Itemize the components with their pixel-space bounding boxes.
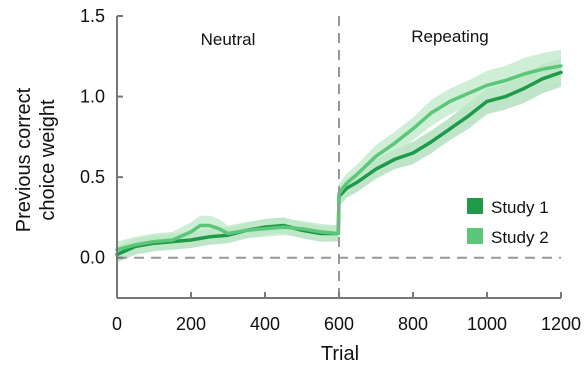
axes (116, 15, 562, 299)
x-tick-label: 600 (324, 314, 354, 334)
x-axis-label: Trial (321, 343, 359, 365)
legend: Study 1 Study 2 (467, 198, 549, 247)
legend-label-study-1: Study 1 (491, 198, 549, 217)
x-tick-label: 200 (176, 314, 206, 334)
annotation-repeating: Repeating (411, 27, 489, 46)
y-tick-label: 0.5 (80, 167, 105, 187)
y-tick-label: 1.5 (80, 6, 105, 26)
tick-labels: 0 200 400 600 800 1000 1200 0.0 0.5 1.0 1.5 (80, 6, 581, 334)
x-tick-label: 1000 (467, 314, 507, 334)
y-tick-label: 0.0 (80, 248, 105, 268)
legend-swatch-study-2 (467, 228, 483, 244)
series-lines (115, 64, 563, 257)
legend-label-study-2: Study 2 (491, 228, 549, 247)
x-tick-label: 400 (250, 314, 280, 334)
legend-swatch-study-1 (467, 198, 483, 214)
line-study-2 (115, 64, 563, 252)
y-axis-label-line-2: choice weight (37, 99, 59, 221)
y-axis-label-line-1: Previous correct (13, 87, 35, 232)
x-tick-label: 0 (112, 314, 122, 334)
y-tick-label: 1.0 (80, 87, 105, 107)
x-tick-label: 800 (398, 314, 428, 334)
x-tick-label: 1200 (541, 314, 581, 334)
annotation-neutral: Neutral (201, 30, 256, 49)
